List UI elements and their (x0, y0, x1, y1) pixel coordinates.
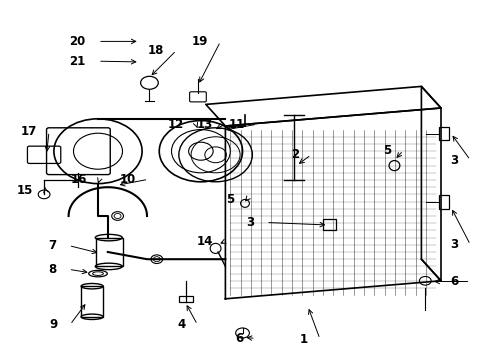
Text: 3: 3 (450, 154, 458, 167)
Text: 8: 8 (48, 263, 56, 276)
Text: 15: 15 (17, 184, 33, 197)
Text: 3: 3 (450, 238, 458, 251)
Text: 17: 17 (21, 125, 37, 138)
Text: 6: 6 (235, 332, 244, 345)
Text: 12: 12 (168, 118, 184, 131)
Text: 9: 9 (49, 318, 58, 331)
Bar (323, 219, 336, 230)
Bar (81, 286, 103, 317)
Text: 13: 13 (197, 118, 213, 131)
Text: 14: 14 (197, 235, 213, 248)
Text: 19: 19 (192, 35, 208, 48)
Text: 18: 18 (148, 44, 164, 57)
Text: 10: 10 (120, 173, 136, 186)
Text: 1: 1 (299, 333, 308, 346)
Text: 11: 11 (229, 118, 245, 131)
Text: 6: 6 (450, 275, 458, 288)
Text: 5: 5 (383, 144, 391, 157)
Text: 4: 4 (177, 318, 185, 331)
Text: 21: 21 (70, 55, 86, 68)
Bar (96, 238, 122, 266)
Text: 16: 16 (71, 173, 87, 186)
Text: 2: 2 (291, 148, 299, 161)
Bar (439, 127, 449, 140)
Text: 7: 7 (48, 239, 56, 252)
Text: 20: 20 (70, 35, 86, 48)
Text: 3: 3 (245, 216, 254, 229)
Bar (179, 296, 193, 302)
Bar (439, 195, 449, 209)
Text: 5: 5 (226, 193, 234, 206)
